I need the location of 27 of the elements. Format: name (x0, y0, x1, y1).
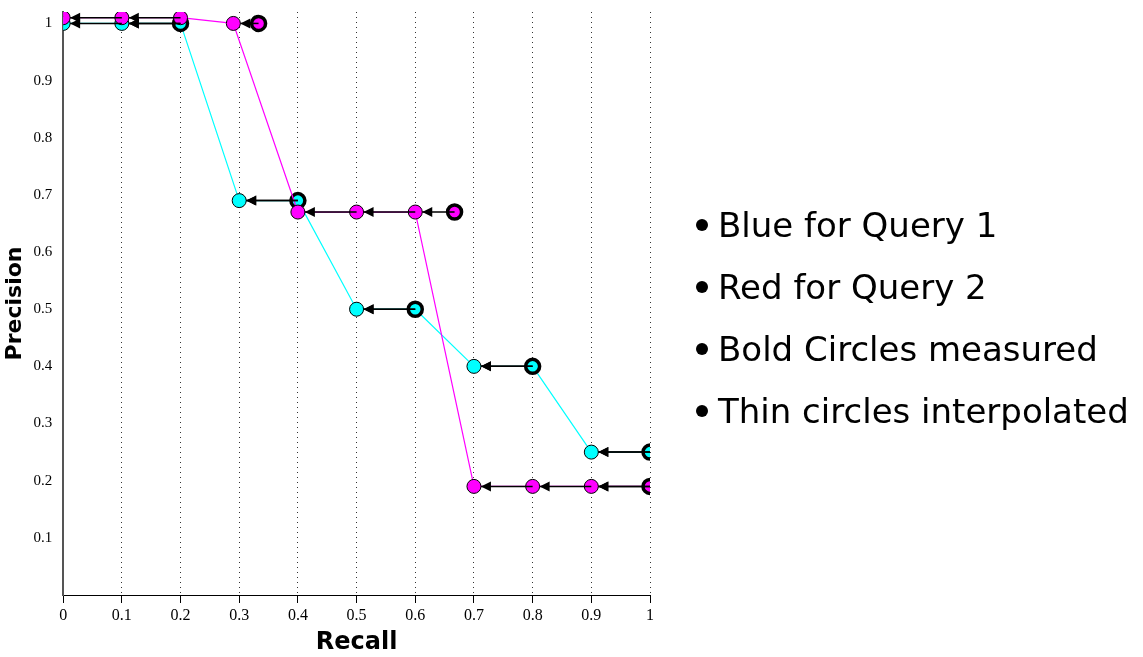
x-tick-label: 0.1 (111, 605, 132, 623)
x-tick-label: 0.4 (287, 605, 308, 623)
y-tick-label: 0.4 (33, 357, 53, 374)
y-tick-label: 0.2 (33, 471, 53, 488)
y-tick-label: 0.9 (33, 71, 53, 88)
x-tick-label: 0.7 (463, 605, 484, 623)
y-tick-label: 0.6 (33, 243, 53, 259)
text: Blue for Query 1 (690, 205, 1129, 245)
x-tick-label: 0.2 (170, 605, 191, 623)
y-tick-label: 1 (44, 14, 53, 31)
x-tick-label: 0.3 (229, 605, 250, 623)
y-tick-label: 0.5 (33, 300, 53, 317)
text: Red for Query 2 (690, 267, 1129, 307)
x-tick-label: 0 (59, 605, 68, 623)
y-tick-label: 0.7 (33, 185, 53, 202)
x-tick-label: 0.6 (405, 605, 426, 623)
x-tick-label: 0.8 (522, 605, 543, 623)
text: Thin circles interpolated (690, 391, 1129, 431)
x-tick-label: 1 (646, 605, 654, 623)
y-axis-title: Precision (0, 246, 26, 361)
text: Bold Circles measured (690, 329, 1129, 369)
y-tick-label: 0.8 (33, 128, 53, 145)
x-axis-title: Recall (315, 626, 398, 655)
y-tick-label: 0.1 (33, 528, 53, 545)
y-tick-label: 0.3 (33, 414, 53, 431)
x-tick-label: 0.9 (581, 605, 602, 623)
x-tick-label: 0.5 (346, 605, 367, 623)
